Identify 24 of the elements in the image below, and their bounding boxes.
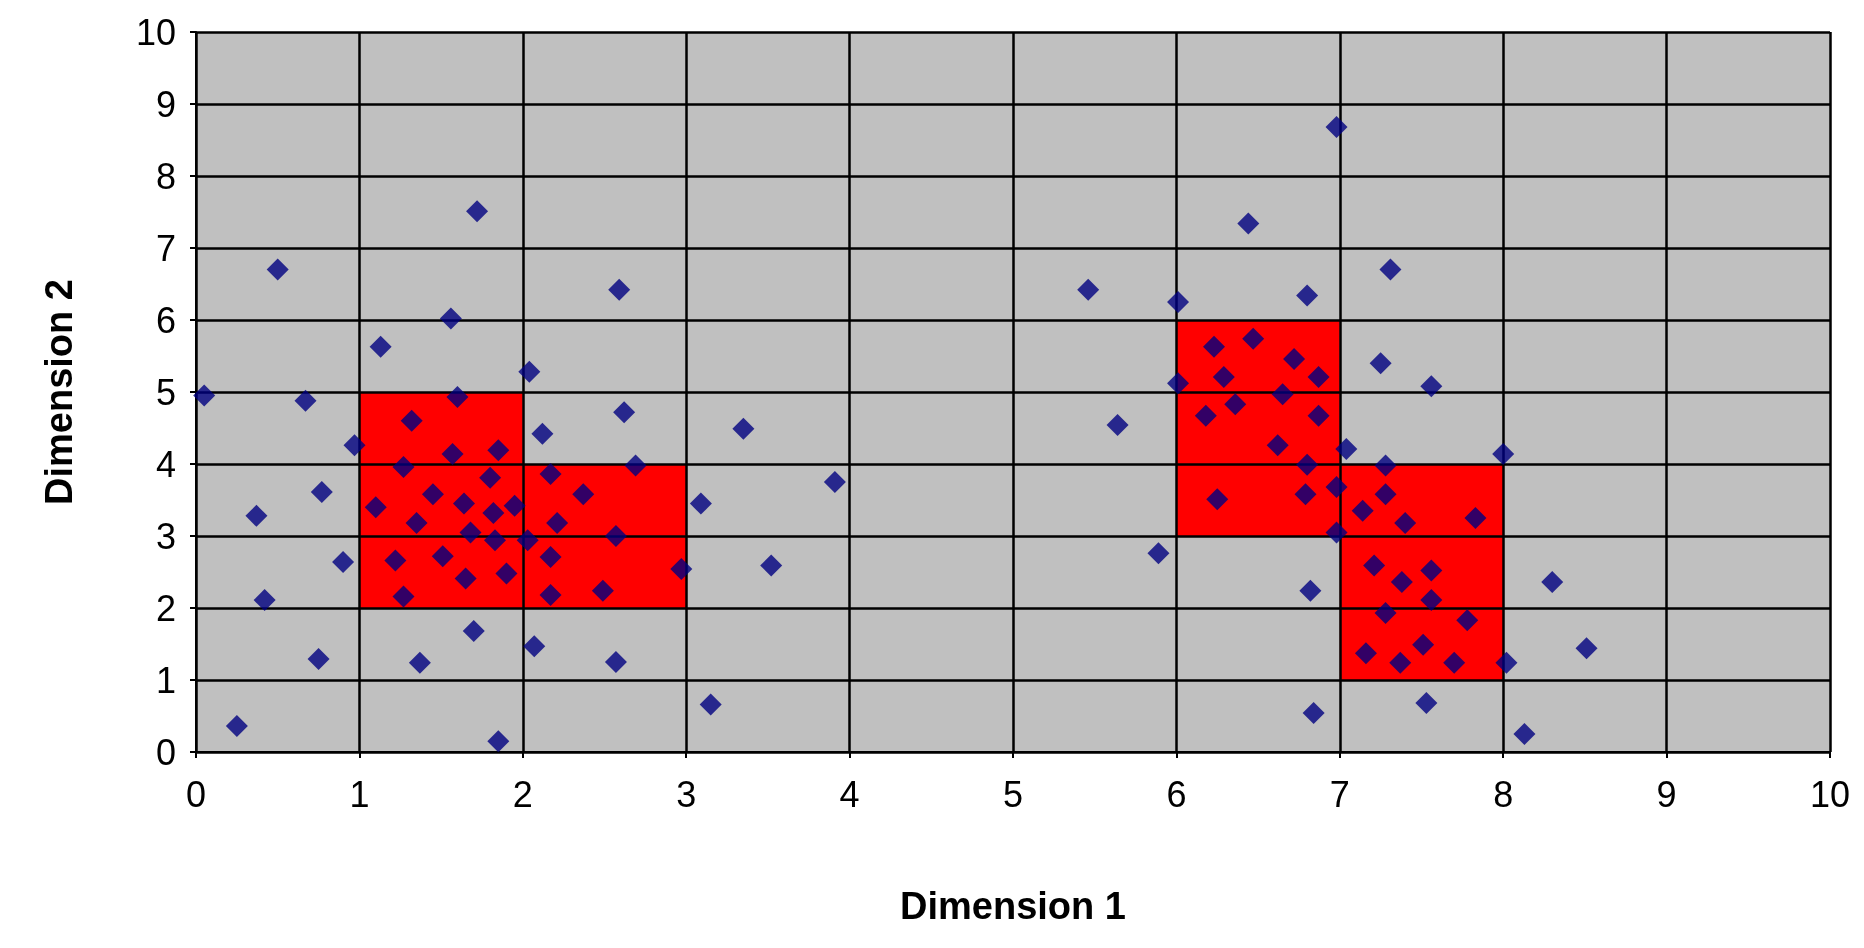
y-tick-label: 10 xyxy=(135,11,176,53)
y-tick-label: 3 xyxy=(155,515,176,557)
x-tick-label: 8 xyxy=(1493,773,1514,815)
x-tick-label: 5 xyxy=(1002,773,1024,815)
y-tick-label: 4 xyxy=(155,443,176,485)
x-tick-label: 6 xyxy=(1166,773,1187,815)
x-tick-label: 10 xyxy=(1809,773,1851,815)
x-tick-label: 3 xyxy=(676,773,697,815)
x-axis-title: Dimension 1 xyxy=(900,885,1126,927)
x-tick-label: 1 xyxy=(349,773,370,815)
y-tick-label: 1 xyxy=(155,659,176,701)
y-tick-label: 9 xyxy=(155,83,176,125)
x-tick-label: 4 xyxy=(839,773,860,815)
x-tick-label: 7 xyxy=(1329,773,1350,815)
y-tick-label: 6 xyxy=(155,299,176,341)
y-tick-label: 8 xyxy=(155,155,176,197)
y-axis-title: Dimension 2 xyxy=(38,279,80,505)
y-tick-label: 7 xyxy=(155,227,176,269)
x-tick-label: 2 xyxy=(512,773,533,815)
x-tick-label: 9 xyxy=(1656,773,1677,815)
y-tick-label: 0 xyxy=(155,731,176,773)
x-tick-label: 0 xyxy=(185,773,207,815)
y-tick-label: 5 xyxy=(155,371,176,413)
y-tick-label: 2 xyxy=(155,587,176,629)
